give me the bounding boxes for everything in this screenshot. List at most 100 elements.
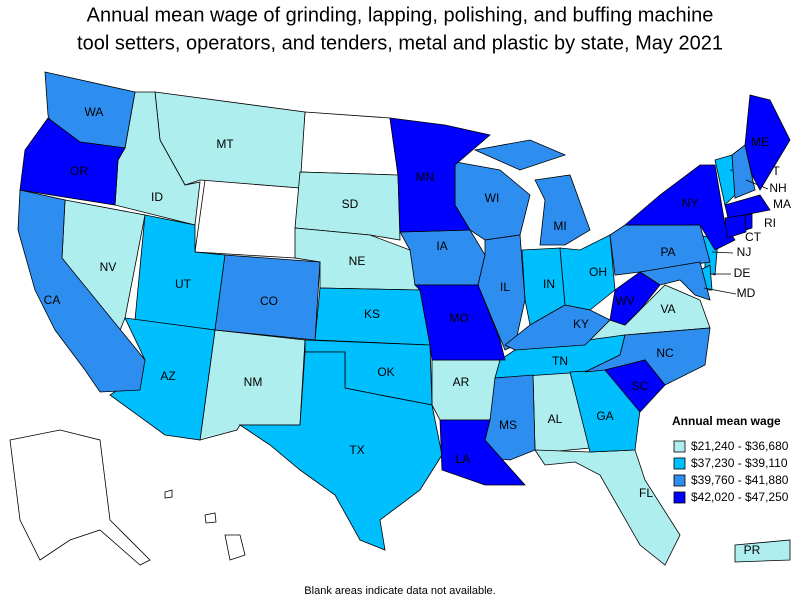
state-label: ID — [151, 190, 163, 204]
state: NY — [623, 164, 736, 251]
state: WA — [44, 71, 136, 149]
state-label: MN — [416, 170, 435, 184]
state-shape — [19, 117, 126, 206]
state-shape — [731, 144, 756, 199]
state-label: ME — [751, 135, 769, 149]
state-label: PR — [744, 543, 761, 557]
state-nodata — [164, 489, 173, 499]
state-label: UT — [175, 277, 192, 291]
state: LA — [439, 419, 526, 486]
state-label: NC — [656, 346, 674, 360]
state: SC — [604, 359, 666, 413]
state-label: GA — [596, 409, 613, 423]
state-label: KS — [364, 307, 380, 321]
state: OR — [19, 117, 126, 206]
state-label: CA — [44, 293, 61, 307]
state-shape — [604, 359, 666, 413]
state-label: LA — [456, 452, 471, 466]
state: NM — [199, 329, 306, 441]
state: PA — [609, 224, 711, 276]
state-shape — [439, 419, 526, 486]
state-label: MI — [553, 219, 566, 233]
leader-line — [711, 251, 734, 254]
state: WV — [609, 271, 661, 326]
state-label: TN — [552, 354, 568, 368]
state: IN — [521, 247, 566, 326]
legend-swatch — [673, 440, 686, 453]
state-label: WA — [85, 105, 104, 119]
state-shape — [214, 254, 321, 341]
state-label: IN — [543, 277, 555, 291]
state-shape — [431, 359, 501, 421]
state: KS — [314, 287, 431, 346]
state-label: OK — [377, 365, 394, 379]
state-label: IL — [500, 280, 510, 294]
state-label: CT — [745, 230, 762, 244]
state: CA — [17, 189, 146, 393]
state-shape — [744, 94, 791, 191]
state-label: DE — [734, 266, 751, 280]
state: MD — [638, 261, 756, 301]
legend: $21,240 - $36,680 $37,230 - $39,110 $39,76… — [673, 439, 789, 504]
state-label: KY — [573, 317, 589, 331]
state-label: RI — [764, 216, 776, 230]
state: AZ — [109, 317, 216, 441]
state-label: MO — [449, 311, 468, 325]
state-nodata — [204, 512, 217, 524]
state: NV — [61, 199, 146, 336]
legend-swatch — [673, 457, 686, 470]
state-label: AZ — [160, 369, 175, 383]
footnote: Blank areas indicate data not available. — [304, 585, 495, 597]
state-shape — [724, 214, 747, 239]
state-label: FL — [639, 486, 653, 500]
state-shape — [414, 284, 506, 361]
state: MO — [414, 284, 506, 361]
state-label: VA — [660, 302, 675, 316]
state-label: AL — [548, 412, 563, 426]
states: MT ID NV SD NE NM AR AL FL VA PR UT AZ K… — [17, 71, 791, 566]
state-shape — [609, 271, 661, 326]
state-label: NE — [349, 254, 366, 268]
state-shape — [724, 194, 771, 219]
state-label: NY — [682, 196, 699, 210]
state-nodata — [9, 429, 151, 566]
legend-label: $39,760 - $41,880 — [691, 473, 789, 487]
state: OH — [559, 234, 616, 311]
state-shape — [294, 171, 401, 241]
title-line-1: Annual mean wage of grinding, lapping, p… — [87, 4, 714, 26]
state: SD — [294, 171, 401, 241]
state-shape — [534, 174, 591, 246]
state-label: NV — [100, 260, 117, 274]
state-shape — [17, 189, 146, 393]
state-shape — [389, 117, 491, 233]
state: RI — [744, 213, 776, 231]
state: AR — [431, 359, 501, 421]
legend-label: $21,240 - $36,680 — [691, 439, 789, 453]
state-nodata — [224, 534, 246, 561]
state-shape — [473, 139, 567, 171]
state: ME — [744, 94, 791, 191]
state-shape — [504, 304, 611, 351]
state: FL — [534, 449, 681, 566]
legend-label: $37,230 - $39,110 — [691, 456, 788, 470]
state-label: OH — [589, 265, 607, 279]
state-label: NM — [244, 375, 263, 389]
state-nodata — [299, 111, 399, 176]
state-shape — [734, 539, 791, 563]
leader-line — [703, 287, 737, 295]
state-label: TX — [349, 443, 364, 457]
state: MI — [473, 139, 591, 246]
state-label: WI — [485, 191, 500, 205]
state: CT — [724, 214, 762, 244]
state: MN — [389, 117, 491, 233]
state: CO — [214, 254, 321, 341]
state-shape — [534, 449, 681, 566]
state-label: CO — [260, 294, 278, 308]
state-shape — [623, 164, 736, 251]
state-label: MA — [773, 197, 791, 211]
state: KY — [504, 304, 611, 351]
state-label: MD — [737, 286, 756, 300]
state-label: IA — [436, 239, 447, 253]
state-label: MT — [216, 137, 234, 151]
